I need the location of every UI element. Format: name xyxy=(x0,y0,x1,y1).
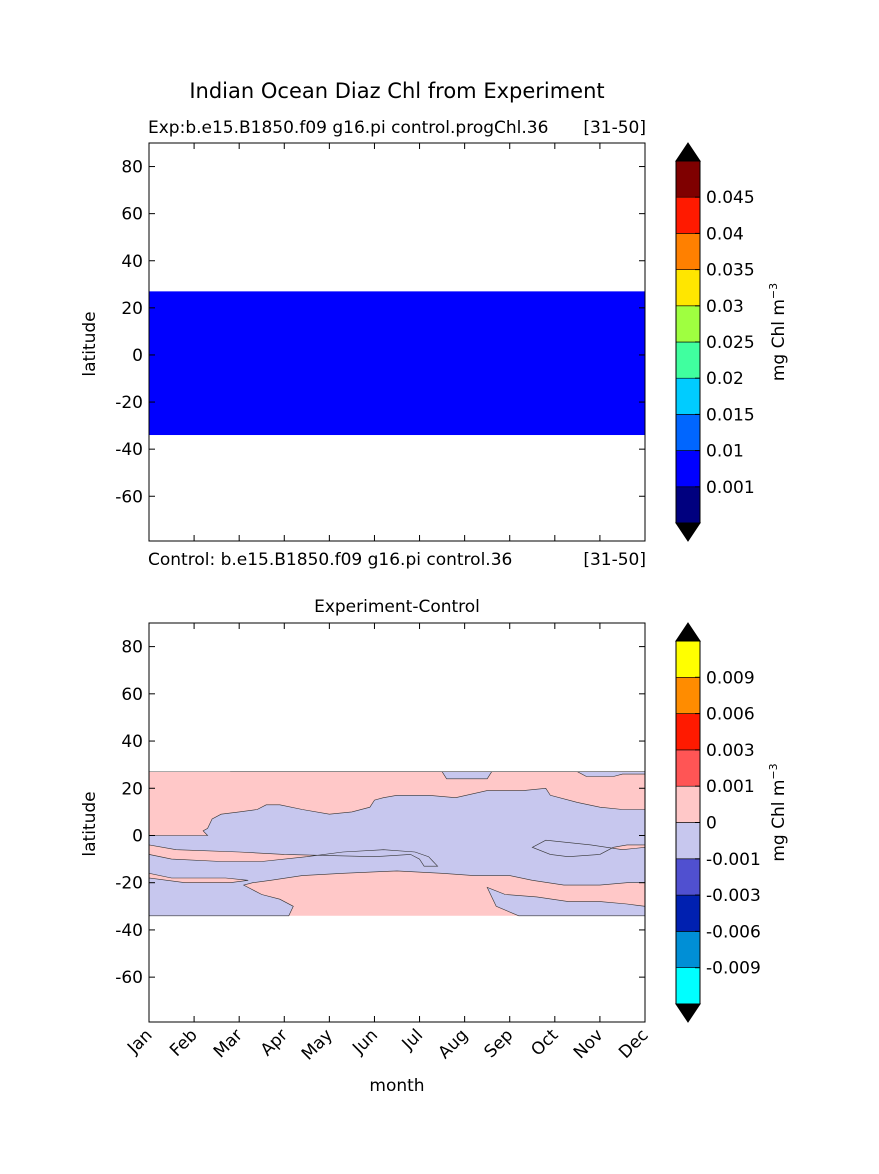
top-y-ticks: 80 60 40 20 0 -20 -40 -60 xyxy=(115,158,645,507)
bottom-colorbar-segment xyxy=(675,785,701,823)
bottom-colorbar-label-sup: −3 xyxy=(767,763,780,779)
top-colorbar-tick-label: 0.001 xyxy=(706,478,755,498)
xtick-label-dec: Dec xyxy=(615,1025,652,1062)
control-period: [31-50] xyxy=(583,550,646,570)
top-panel: Exp:b.e15.B1850.f09 g16.pi control.progC… xyxy=(80,118,789,570)
top-colorbar-segment xyxy=(675,414,701,451)
top-y-axis-label: latitude xyxy=(80,311,100,376)
bottom-colorbar-extend-high xyxy=(675,622,701,642)
top-colorbar-tick-label: 0.01 xyxy=(706,442,744,462)
top-colorbar: 0.001 0.01 0.015 0.02 0.025 0.03 0.035 0.04 0.04… xyxy=(675,142,789,542)
xtick-label-jan: Jan xyxy=(123,1025,156,1058)
bottom-colorbar-segment xyxy=(675,749,701,787)
top-colorbar-segment xyxy=(675,160,701,198)
top-ytick-label: 60 xyxy=(121,205,143,225)
xtick-label-aug: Aug xyxy=(435,1025,473,1063)
top-colorbar-extend-low xyxy=(675,522,701,542)
top-plot-frame xyxy=(148,142,646,542)
top-colorbar-tick-label: 0.045 xyxy=(706,188,755,208)
bottom-colorbar-tick-label: -0.006 xyxy=(706,922,761,942)
xtick-label-oct: Oct xyxy=(527,1025,562,1060)
top-ytick-label: 80 xyxy=(121,158,143,178)
xtick-label-feb: Feb xyxy=(166,1025,201,1060)
xtick-label-sep: Sep xyxy=(480,1025,517,1062)
top-ytick-label: 20 xyxy=(121,299,143,319)
bottom-ytick-label: -40 xyxy=(115,921,143,941)
top-ytick-label: -20 xyxy=(115,393,143,413)
xtick-label-jun: Jun xyxy=(348,1025,382,1059)
control-caption: Control: b.e15.B1850.f09 g16.pi control.… xyxy=(148,550,512,570)
top-colorbar-segment xyxy=(675,233,701,270)
bottom-colorbar-segment xyxy=(675,676,701,714)
bottom-colorbar-segment xyxy=(675,858,701,896)
bottom-heatmap-fills xyxy=(148,771,646,917)
bottom-panel: Experiment-Control latitude month 80 60 40… xyxy=(80,597,789,1096)
bottom-colorbar-tick-label: 0 xyxy=(706,814,717,834)
bottom-colorbar-tick-label: -0.009 xyxy=(706,959,761,979)
top-ytick-label: -60 xyxy=(115,487,143,507)
bottom-ytick-label: 80 xyxy=(121,638,143,658)
bottom-colorbar-segment xyxy=(675,640,701,678)
xtick-label-mar: Mar xyxy=(210,1025,247,1062)
bottom-negative-region-0 xyxy=(148,771,646,917)
bottom-plot-frame xyxy=(148,622,646,1023)
top-colorbar-tick-label: 0.025 xyxy=(706,333,755,353)
bottom-colorbar-label: mg Chl m−3 xyxy=(767,763,789,861)
bottom-colorbar-label-main: mg Chl m xyxy=(769,780,789,862)
bottom-ytick-label: 0 xyxy=(132,826,143,846)
bottom-panel-title: Experiment-Control xyxy=(314,597,480,617)
top-colorbar-label-sup: −3 xyxy=(767,283,780,299)
bottom-colorbar: -0.009 -0.006 -0.003 -0.001 0 0.001 0.003 0.006… xyxy=(675,622,789,1023)
top-colorbar-tick-label: 0.035 xyxy=(706,261,755,281)
top-colorbar-extend-high xyxy=(675,142,701,162)
bottom-colorbar-tick-label: -0.003 xyxy=(706,886,761,906)
bottom-colorbar-tick-label: 0.001 xyxy=(706,777,755,797)
bottom-y-axis-label: latitude xyxy=(80,791,100,856)
top-ytick-label: 0 xyxy=(132,346,143,366)
bottom-colorbar-tick-label: 0.009 xyxy=(706,668,755,688)
top-colorbar-segment xyxy=(675,341,701,379)
top-ytick-label: -40 xyxy=(115,440,143,460)
top-ytick-label: 40 xyxy=(121,252,143,272)
top-colorbar-segment xyxy=(675,269,701,307)
top-colorbar-segment xyxy=(675,486,701,524)
bottom-y-ticks: 80 60 40 20 0 -20 -40 -60 xyxy=(115,638,645,988)
bottom-ytick-label: -60 xyxy=(115,968,143,988)
top-colorbar-label-main: mg Chl m xyxy=(769,299,789,381)
bottom-ytick-label: 60 xyxy=(121,685,143,705)
bottom-colorbar-segment xyxy=(675,931,701,969)
top-colorbar-segment xyxy=(675,450,701,488)
bottom-colorbar-tick-label: 0.006 xyxy=(706,705,755,725)
top-region-0 xyxy=(149,291,645,436)
xtick-label-jul: Jul xyxy=(398,1025,427,1054)
top-colorbar-tick-label: 0.015 xyxy=(706,405,755,425)
top-colorbar-tick-label: 0.03 xyxy=(706,297,744,317)
top-colorbar-tick-label: 0.04 xyxy=(706,224,744,244)
xtick-label-apr: Apr xyxy=(257,1025,292,1060)
x-axis-label: month xyxy=(369,1076,424,1096)
top-colorbar-tick-label: 0.02 xyxy=(706,369,744,389)
top-colorbar-label: mg Chl m−3 xyxy=(767,283,789,381)
bottom-colorbar-segment xyxy=(675,713,701,751)
top-colorbar-segment xyxy=(675,305,701,343)
bottom-colorbar-extend-low xyxy=(675,1003,701,1023)
bottom-ytick-label: -20 xyxy=(115,874,143,894)
top-colorbar-segment xyxy=(675,196,701,234)
bottom-ytick-label: 40 xyxy=(121,732,143,752)
figure-title: Indian Ocean Diaz Chl from Experiment xyxy=(189,79,604,103)
top-heatmap-fills xyxy=(149,291,645,436)
top-colorbar-segment xyxy=(675,377,701,415)
bottom-colorbar-segment xyxy=(675,822,701,860)
bottom-colorbar-segment xyxy=(675,894,701,932)
bottom-colorbar-tick-label: 0.003 xyxy=(706,741,755,761)
xtick-label-nov: Nov xyxy=(570,1025,608,1063)
bottom-ytick-label: 20 xyxy=(121,779,143,799)
top-panel-title: Exp:b.e15.B1850.f09 g16.pi control.progC… xyxy=(148,118,548,138)
top-panel-period: [31-50] xyxy=(583,118,646,138)
bottom-colorbar-segment xyxy=(675,967,701,1005)
xtick-label-may: May xyxy=(298,1025,337,1064)
bottom-colorbar-tick-label: -0.001 xyxy=(706,850,761,870)
